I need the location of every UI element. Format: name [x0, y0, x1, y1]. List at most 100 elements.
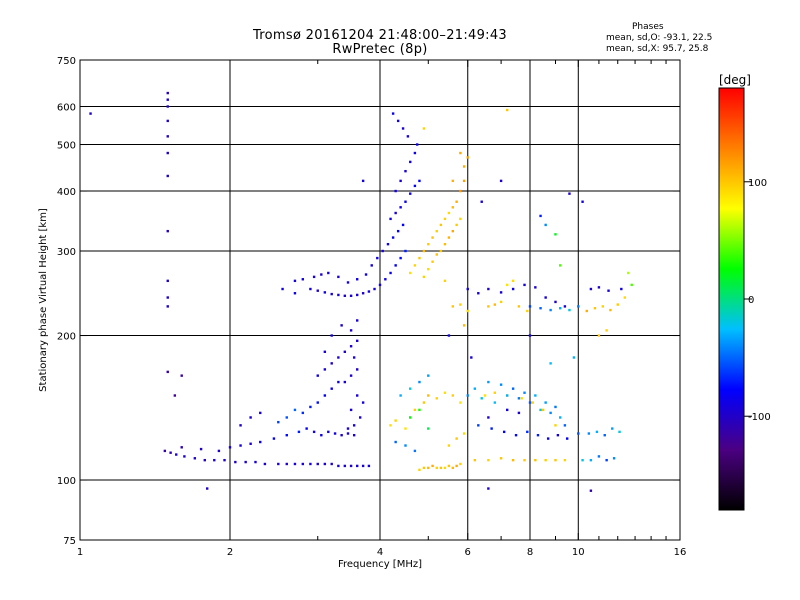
data-point-mixed: [427, 374, 430, 377]
data-point-o: [358, 416, 362, 419]
data-point-mixed: [589, 489, 593, 492]
data-point-o: [169, 451, 172, 454]
data-point-x: [462, 179, 466, 183]
data-point-o: [340, 433, 343, 437]
data-point-x: [443, 217, 447, 221]
data-point-o: [361, 292, 365, 295]
data-point-mixed: [526, 430, 529, 434]
y-tick-label: 500: [57, 141, 76, 152]
data-point-x: [443, 279, 447, 283]
data-point-x: [447, 444, 451, 447]
data-point-mixed: [487, 416, 490, 419]
data-point-mixed: [505, 408, 509, 412]
data-point-mixed: [589, 287, 593, 291]
data-point-o: [180, 446, 183, 449]
data-point-mixed: [447, 334, 451, 337]
data-point-o: [418, 179, 421, 183]
data-point-o: [166, 91, 169, 95]
data-point-x: [451, 466, 455, 470]
data-point-mixed: [502, 430, 506, 434]
data-point-o: [378, 283, 382, 287]
data-point-x: [435, 466, 438, 470]
data-point-o: [355, 339, 359, 343]
x-tick-label: 2: [227, 547, 233, 558]
data-point-o: [343, 350, 347, 353]
colorbar-tick-label: -100: [748, 412, 771, 423]
data-point-o: [394, 264, 397, 267]
data-point-x: [466, 309, 469, 313]
data-point-mixed: [487, 487, 490, 490]
data-point-mixed: [470, 356, 473, 359]
data-point-mixed: [487, 287, 490, 291]
data-point-mixed: [563, 305, 567, 308]
data-point-x: [544, 458, 547, 462]
data-point-o: [343, 464, 347, 468]
data-point-mixed: [523, 283, 526, 287]
data-point-o: [355, 464, 359, 468]
data-point-mixed: [577, 432, 580, 435]
data-point-x: [451, 179, 455, 183]
data-point-mixed: [587, 432, 591, 435]
data-point-x: [422, 127, 426, 130]
data-point-o: [330, 292, 333, 296]
data-point-x: [459, 401, 462, 404]
data-point-x: [526, 309, 529, 313]
data-point-x: [439, 249, 443, 253]
data-point-o: [193, 457, 197, 460]
data-point-mixed: [572, 356, 576, 359]
data-point-mixed: [559, 416, 562, 419]
data-point-o: [309, 462, 312, 466]
data-point-o: [327, 430, 330, 434]
data-point-o: [272, 437, 276, 440]
data-point-o: [301, 278, 305, 281]
data-point-mixed: [499, 291, 503, 294]
data-point-mixed: [618, 430, 621, 434]
data-point-o: [355, 368, 359, 371]
data-point-o: [297, 430, 301, 434]
data-point-x: [554, 424, 557, 427]
data-point-mixed: [581, 200, 584, 203]
data-point-o: [323, 462, 327, 466]
data-point-mixed: [361, 179, 365, 183]
data-point-mixed: [549, 308, 552, 312]
data-point-o: [413, 151, 417, 155]
data-point-o: [180, 374, 183, 377]
data-point-x: [483, 394, 487, 397]
data-point-x: [427, 466, 430, 470]
data-point-o: [323, 368, 327, 371]
data-point-mixed: [565, 437, 569, 440]
y-tick-label: 75: [63, 536, 76, 547]
data-point-mixed: [549, 411, 552, 415]
data-point-o: [346, 432, 350, 435]
x-tick-label: 1: [77, 547, 83, 558]
data-point-o: [401, 127, 405, 130]
data-point-o: [166, 98, 169, 101]
data-point-o: [330, 387, 333, 390]
data-point-mixed: [544, 223, 547, 227]
data-point-x: [505, 283, 509, 287]
data-point-mixed: [597, 286, 601, 289]
phase-mean-x: mean, sd,X: 95.7, 25.8: [606, 44, 709, 54]
data-point-mixed: [528, 305, 532, 308]
data-point-x: [447, 211, 451, 215]
data-point-mixed: [413, 449, 417, 453]
data-point-o: [376, 256, 379, 260]
data-point-o: [409, 192, 412, 195]
data-point-x: [585, 309, 588, 313]
colorbar-fill: [719, 88, 744, 510]
data-point-o: [166, 296, 169, 299]
data-point-o: [391, 236, 395, 239]
data-point-o: [370, 264, 373, 267]
data-point-o: [259, 440, 262, 444]
data-point-mixed: [473, 387, 477, 390]
y-tick-label: 600: [57, 103, 76, 114]
data-point-o: [337, 275, 340, 279]
data-point-x: [459, 151, 462, 155]
data-point-o: [394, 189, 397, 193]
data-point-o: [346, 427, 350, 430]
data-point-o: [320, 273, 323, 276]
data-point-x: [563, 458, 567, 462]
data-point-x: [439, 223, 443, 227]
data-point-o: [312, 275, 316, 279]
